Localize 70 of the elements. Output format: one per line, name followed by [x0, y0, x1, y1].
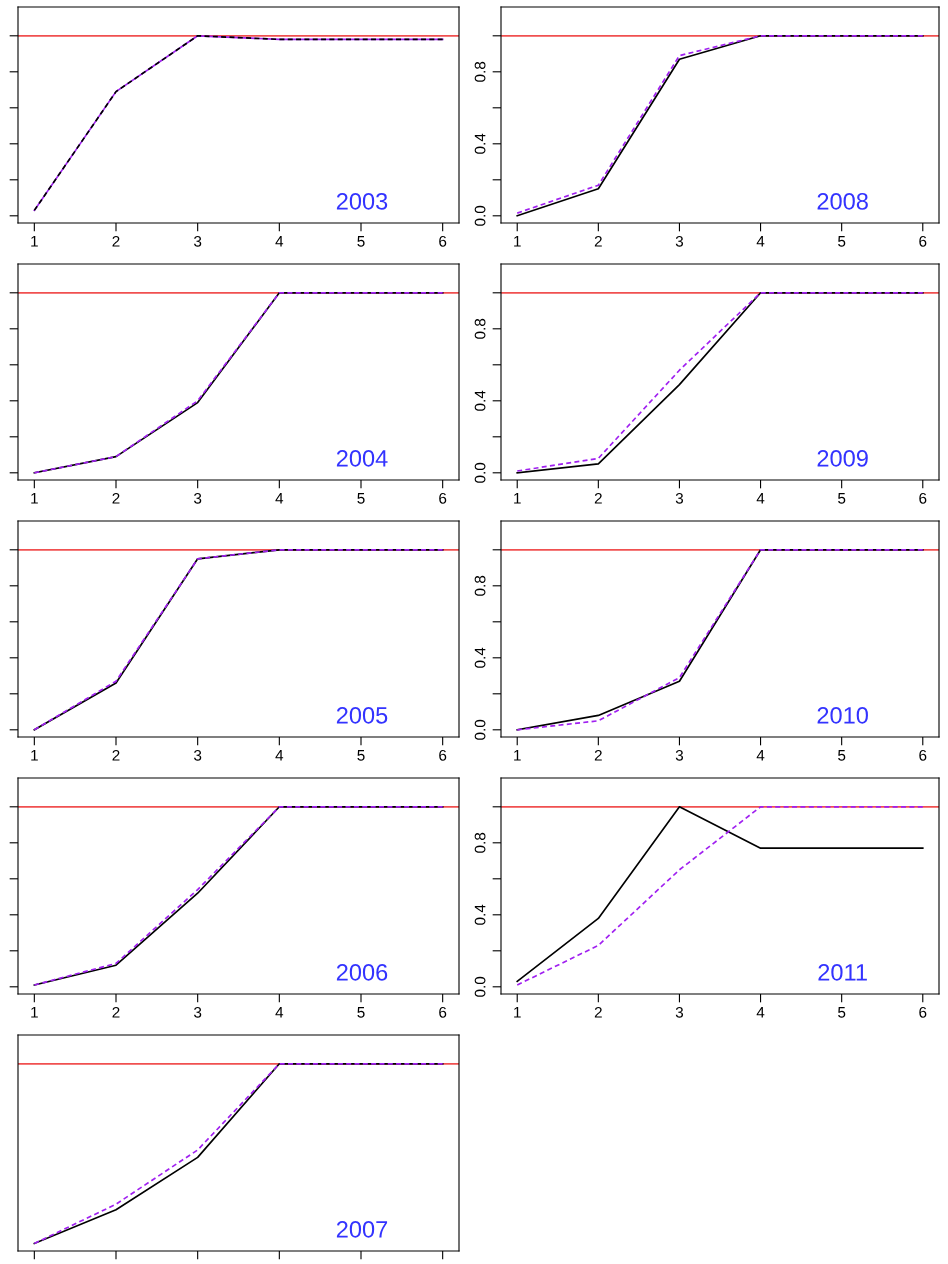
- y-tick-label: 0.0: [474, 462, 486, 483]
- x-tick-label: 3: [194, 749, 202, 761]
- x-tick-label: 2: [594, 749, 602, 761]
- annotation: 2003: [336, 192, 388, 210]
- x-tick-label: 2: [594, 1006, 602, 1018]
- x-tick-label: 6: [919, 749, 927, 761]
- y-tick-label: 0.0: [474, 719, 486, 740]
- x-tick-label: 1: [514, 750, 521, 761]
- x-tick-label: 2: [594, 235, 602, 247]
- x-tick-label: 2: [594, 492, 602, 504]
- annotation: 2006: [336, 963, 388, 981]
- x-tick-label: 4: [275, 236, 284, 247]
- x-tick-label: 3: [675, 492, 684, 504]
- annotation: 2005: [336, 706, 388, 724]
- x-tick-label: 1: [31, 1007, 38, 1018]
- x-tick-label: 5: [357, 750, 365, 761]
- x-tick-label: 1: [31, 493, 38, 504]
- x-tick-label: 6: [919, 235, 927, 247]
- x-tick-label: 6: [439, 235, 447, 247]
- y-tick-label: 0.8: [474, 61, 486, 82]
- y-tick-label: 0.8: [474, 575, 486, 596]
- annotation: 2011: [818, 963, 867, 981]
- x-tick-label: 5: [838, 750, 846, 761]
- y-tick-label: 0.4: [474, 390, 486, 411]
- y-tick-label: 0.4: [474, 647, 486, 668]
- y-tick-label: 0.8: [474, 318, 486, 339]
- x-tick-label: 2: [112, 492, 120, 504]
- x-tick-label: 4: [275, 493, 284, 504]
- x-tick-label: 3: [194, 492, 202, 504]
- x-tick-label: 3: [675, 749, 684, 761]
- y-tick-label: 0.8: [474, 832, 486, 853]
- x-tick-label: 4: [756, 493, 765, 504]
- x-tick-label: 6: [919, 1006, 927, 1018]
- x-tick-label: 5: [357, 1007, 365, 1018]
- x-tick-label: 6: [439, 492, 447, 504]
- x-tick-label: 1: [514, 493, 521, 504]
- x-tick-label: 5: [838, 1007, 846, 1018]
- x-tick-label: 6: [439, 1006, 447, 1018]
- x-tick-label: 3: [194, 1006, 202, 1018]
- x-tick-label: 2: [112, 1006, 120, 1018]
- x-tick-label: 5: [357, 236, 365, 247]
- y-tick-label: 0.0: [474, 976, 486, 997]
- x-tick-label: 4: [275, 750, 284, 761]
- x-tick-label: 1: [31, 236, 38, 247]
- annotation: 2004: [336, 449, 388, 467]
- y-tick-label: 0.4: [474, 133, 486, 154]
- x-tick-label: 4: [275, 1007, 284, 1018]
- x-tick-label: 2: [112, 749, 120, 761]
- x-tick-label: 5: [357, 493, 365, 504]
- annotation: 2008: [817, 192, 868, 210]
- x-tick-label: 4: [756, 1007, 765, 1018]
- x-tick-label: 1: [31, 750, 38, 761]
- annotation: 2009: [817, 449, 868, 467]
- x-tick-label: 1: [514, 236, 521, 247]
- x-tick-label: 4: [756, 750, 765, 761]
- x-tick-label: 1: [514, 1007, 521, 1018]
- x-tick-label: 2: [112, 235, 120, 247]
- annotation: 2010: [817, 706, 868, 724]
- x-tick-label: 6: [439, 749, 447, 761]
- line-series: [516, 548, 924, 731]
- x-tick-label: 6: [919, 492, 927, 504]
- x-tick-label: 3: [675, 1006, 684, 1018]
- x-tick-label: 5: [838, 493, 846, 504]
- y-tick-label: 0.0: [474, 205, 486, 226]
- x-tick-label: 3: [194, 235, 202, 247]
- y-tick-label: 0.4: [474, 904, 486, 925]
- x-tick-label: 5: [838, 236, 846, 247]
- annotation: 2007: [336, 1220, 388, 1238]
- x-tick-label: 4: [756, 236, 765, 247]
- x-tick-label: 3: [675, 235, 684, 247]
